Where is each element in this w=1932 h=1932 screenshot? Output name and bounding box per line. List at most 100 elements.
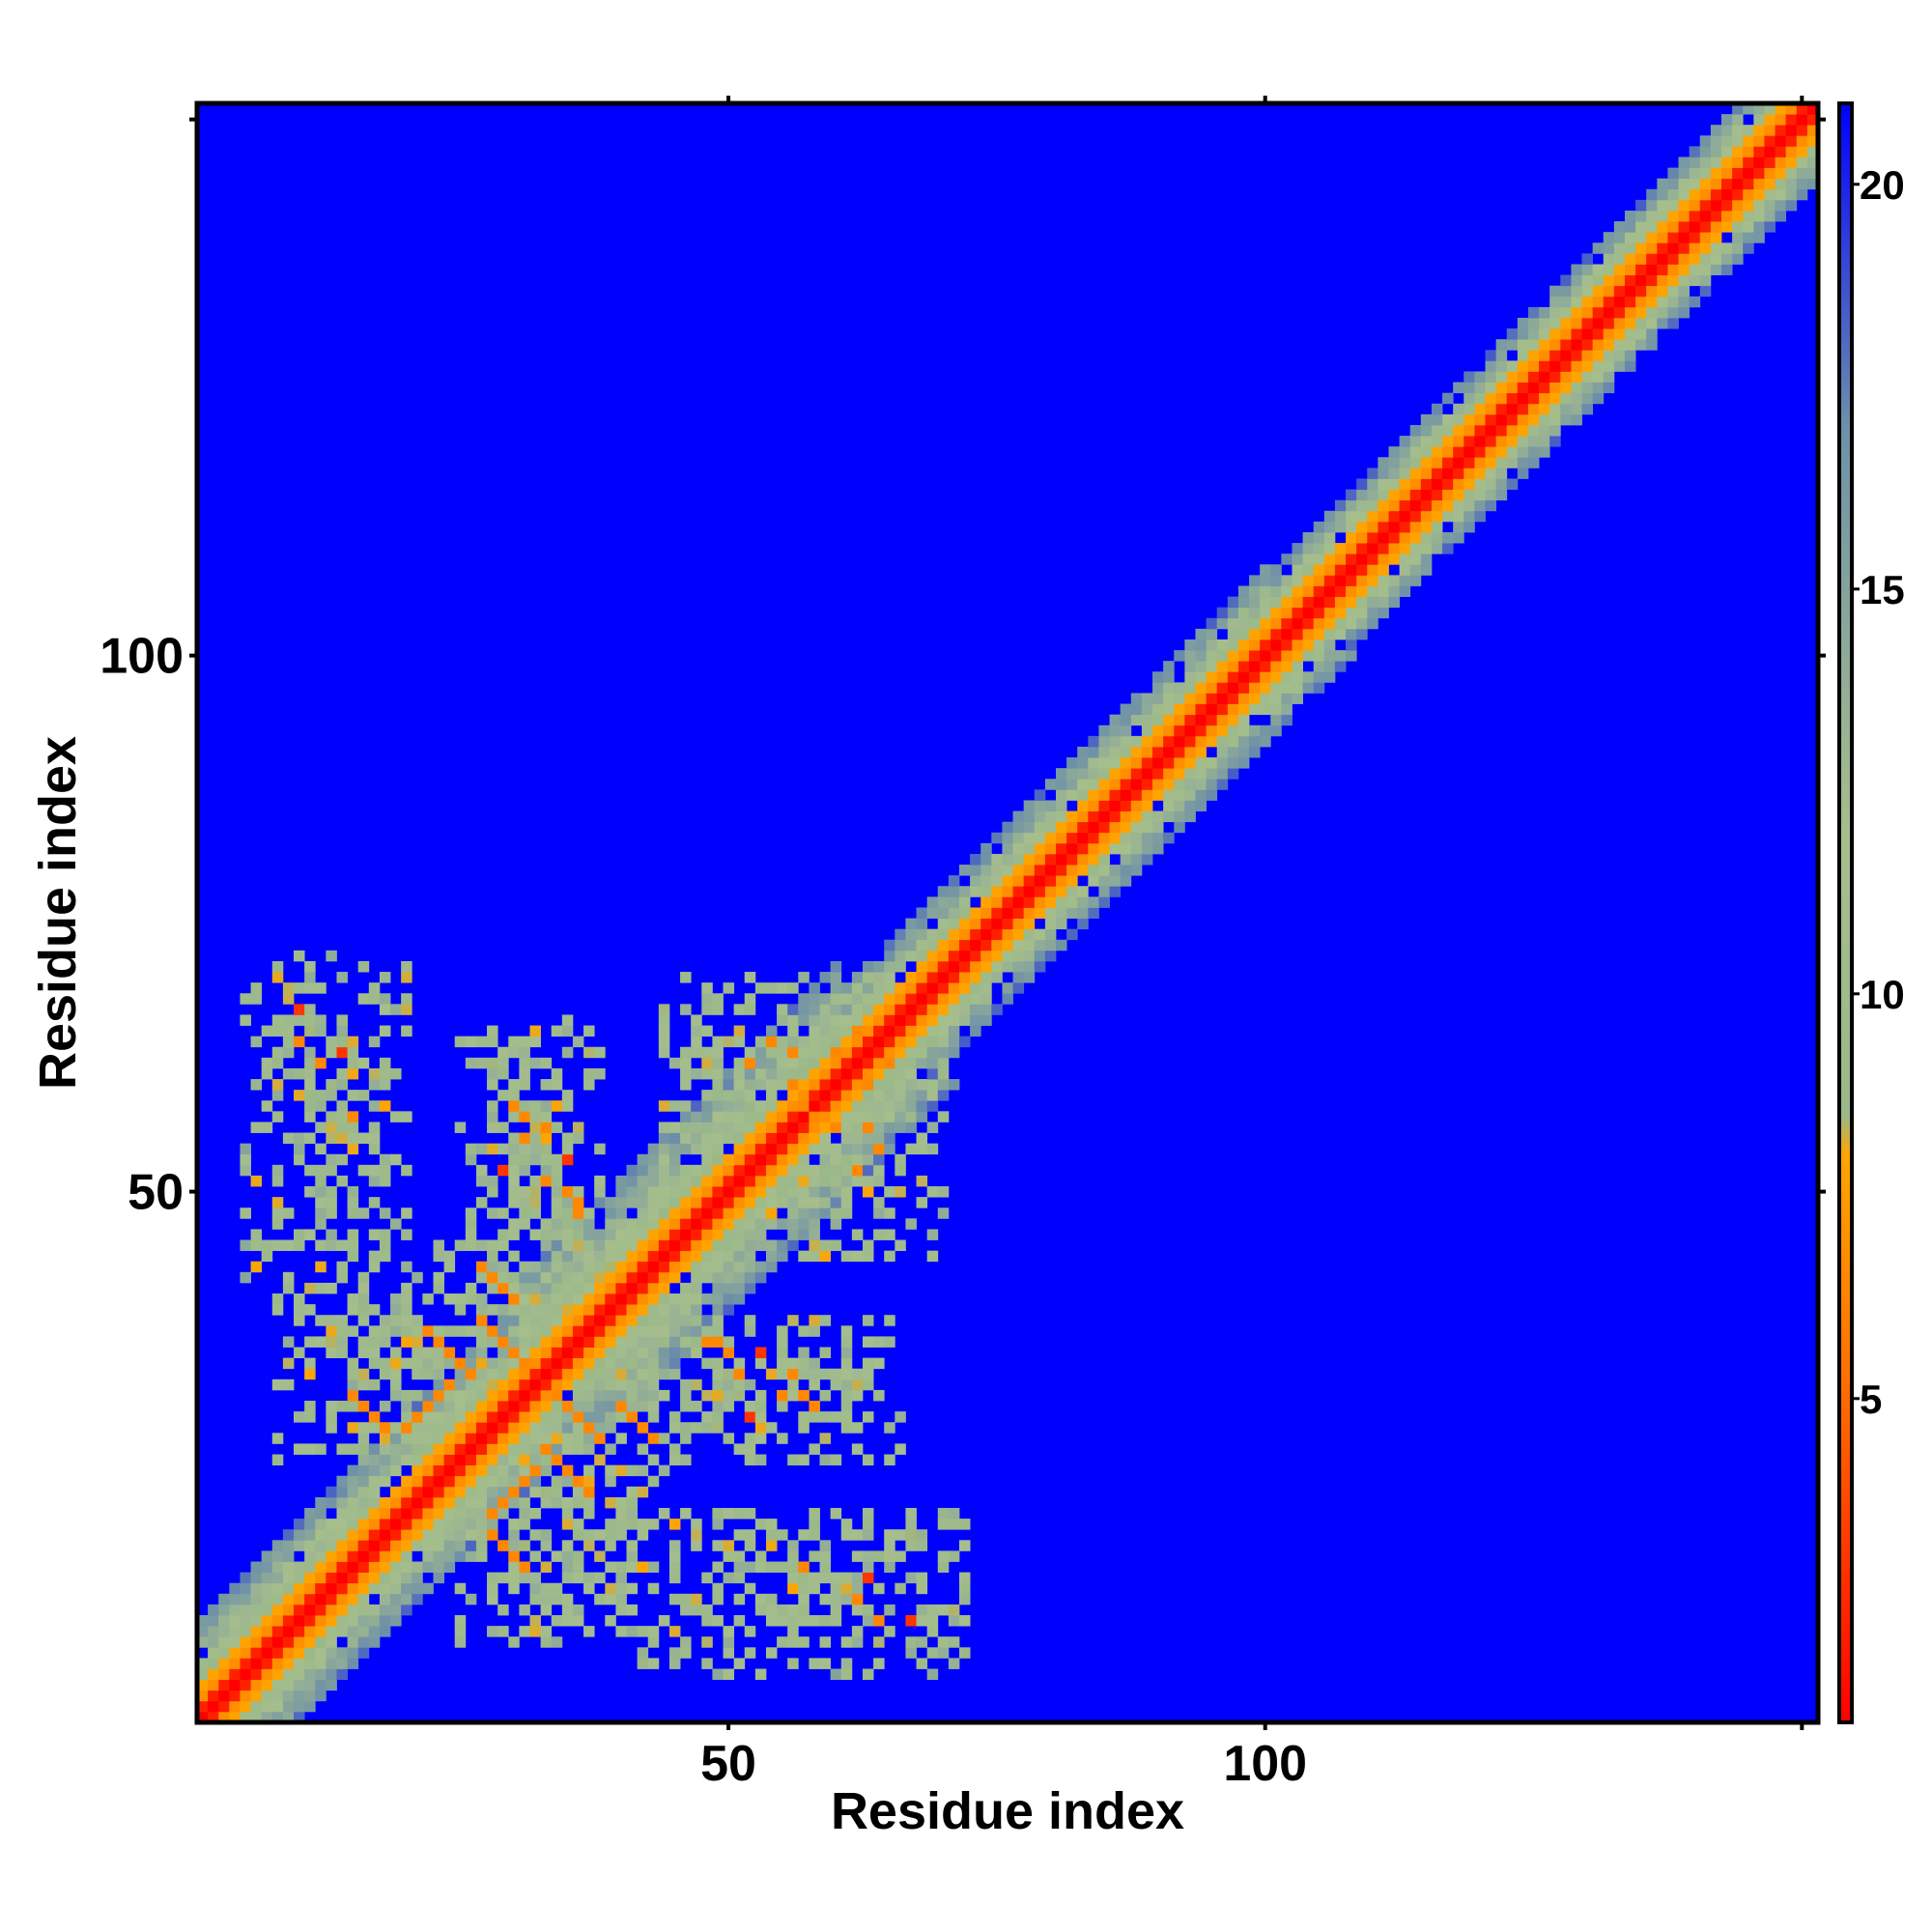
heatmap-cell	[668, 1443, 681, 1455]
heatmap-cell	[1485, 413, 1497, 426]
heatmap-cell	[357, 1529, 370, 1541]
heatmap-cell	[819, 1411, 832, 1423]
heatmap-cell	[508, 1582, 520, 1595]
heatmap-cell	[508, 1336, 520, 1348]
heatmap-cell	[884, 1079, 895, 1091]
heatmap-cell	[1356, 521, 1368, 533]
heatmap-cell	[1635, 317, 1647, 329]
heatmap-cell	[895, 1529, 906, 1541]
heatmap-cell	[873, 1615, 885, 1627]
heatmap-cell	[540, 1261, 553, 1273]
heatmap-cell	[916, 1615, 928, 1627]
heatmap-cell	[1539, 306, 1550, 319]
heatmap-cell	[336, 1486, 348, 1498]
heatmap-cell	[1613, 274, 1626, 287]
heatmap-cell	[970, 982, 981, 994]
heatmap-cell	[326, 1197, 337, 1208]
heatmap-cell	[895, 1186, 906, 1198]
heatmap-cell	[304, 1690, 316, 1702]
heatmap-cell	[723, 1208, 735, 1219]
heatmap-cell	[1527, 306, 1540, 319]
heatmap-cell	[1184, 714, 1196, 726]
heatmap-cell	[1753, 210, 1765, 222]
heatmap-cell	[1667, 210, 1679, 222]
heatmap-cell	[1624, 285, 1636, 298]
heatmap-cell	[561, 1593, 574, 1605]
heatmap-cell	[250, 1668, 263, 1680]
heatmap-cell	[390, 1550, 402, 1562]
heatmap-cell	[508, 1111, 520, 1122]
heatmap-cell	[572, 1475, 584, 1488]
heatmap-cell	[347, 1540, 359, 1551]
heatmap-cell	[1237, 682, 1250, 694]
heatmap-cell	[658, 1004, 670, 1015]
heatmap-cell	[1356, 499, 1368, 512]
heatmap-cell	[336, 1132, 348, 1145]
heatmap-cell	[304, 1025, 316, 1037]
heatmap-cell	[1603, 328, 1615, 340]
heatmap-cell	[412, 1422, 423, 1434]
heatmap-cell	[1323, 639, 1336, 651]
heatmap-cell	[551, 1239, 563, 1252]
heatmap-cell	[1012, 939, 1025, 952]
heatmap-cell	[712, 1046, 724, 1059]
heatmap-cell	[862, 1411, 874, 1423]
heatmap-cell	[1732, 232, 1744, 243]
heatmap-cell	[840, 1143, 853, 1155]
heatmap-cell	[529, 1057, 541, 1069]
heatmap-cell	[1613, 339, 1626, 351]
heatmap-cell	[1260, 607, 1271, 619]
heatmap-cell	[787, 1626, 799, 1637]
heatmap-cell	[1689, 188, 1701, 201]
heatmap-cell	[422, 1582, 434, 1595]
heatmap-cell	[873, 972, 885, 983]
heatmap-cell	[1346, 585, 1357, 597]
heatmap-cell	[347, 1561, 359, 1574]
heatmap-cell	[1796, 146, 1808, 157]
heatmap-cell	[1603, 350, 1615, 361]
heatmap-cell	[1227, 682, 1239, 694]
heatmap-cell	[422, 1464, 434, 1477]
heatmap-cell	[970, 853, 981, 866]
heatmap-cell	[497, 1347, 509, 1359]
heatmap-cell	[680, 1304, 692, 1316]
heatmap-cell	[777, 982, 788, 994]
heatmap-cell	[1409, 489, 1422, 501]
heatmap-cell	[1066, 928, 1078, 941]
heatmap-cell	[819, 1540, 832, 1551]
heatmap-cell	[895, 1079, 906, 1091]
heatmap-cell	[1710, 221, 1722, 233]
heatmap-cell	[754, 1229, 767, 1240]
heatmap-cell	[884, 1004, 895, 1015]
heatmap-cell	[905, 1122, 917, 1133]
heatmap-cell	[1109, 842, 1122, 855]
heatmap-cell	[208, 1604, 219, 1616]
heatmap-cell	[497, 1122, 509, 1133]
heatmap-cell	[691, 1025, 702, 1037]
heatmap-cell	[884, 1315, 895, 1326]
heatmap-cell	[1463, 413, 1475, 426]
heatmap-cell	[658, 1357, 670, 1370]
heatmap-cell	[1023, 800, 1036, 811]
heatmap-cell	[315, 1593, 327, 1605]
heatmap-cell	[765, 1647, 778, 1659]
heatmap-cell	[1743, 167, 1754, 180]
heatmap-cell	[347, 1067, 359, 1080]
heatmap-cell	[347, 1508, 359, 1520]
heatmap-cell	[691, 1111, 702, 1122]
heatmap-cell	[497, 1572, 509, 1584]
heatmap-cell	[1044, 950, 1057, 962]
heatmap-cell	[422, 1411, 434, 1423]
heatmap-cell	[1378, 564, 1389, 576]
heatmap-cell	[379, 1496, 391, 1509]
heatmap-cell	[326, 1282, 337, 1294]
heatmap-cell	[862, 1336, 874, 1348]
heatmap-cell	[271, 1658, 284, 1669]
heatmap-cell	[240, 1668, 251, 1680]
heatmap-cell	[668, 1647, 681, 1659]
heatmap-cell	[948, 982, 960, 994]
heatmap-cell	[809, 1132, 820, 1145]
heatmap-cell	[1184, 639, 1196, 651]
heatmap-cell	[1216, 693, 1229, 704]
heatmap-cell	[294, 1239, 305, 1252]
